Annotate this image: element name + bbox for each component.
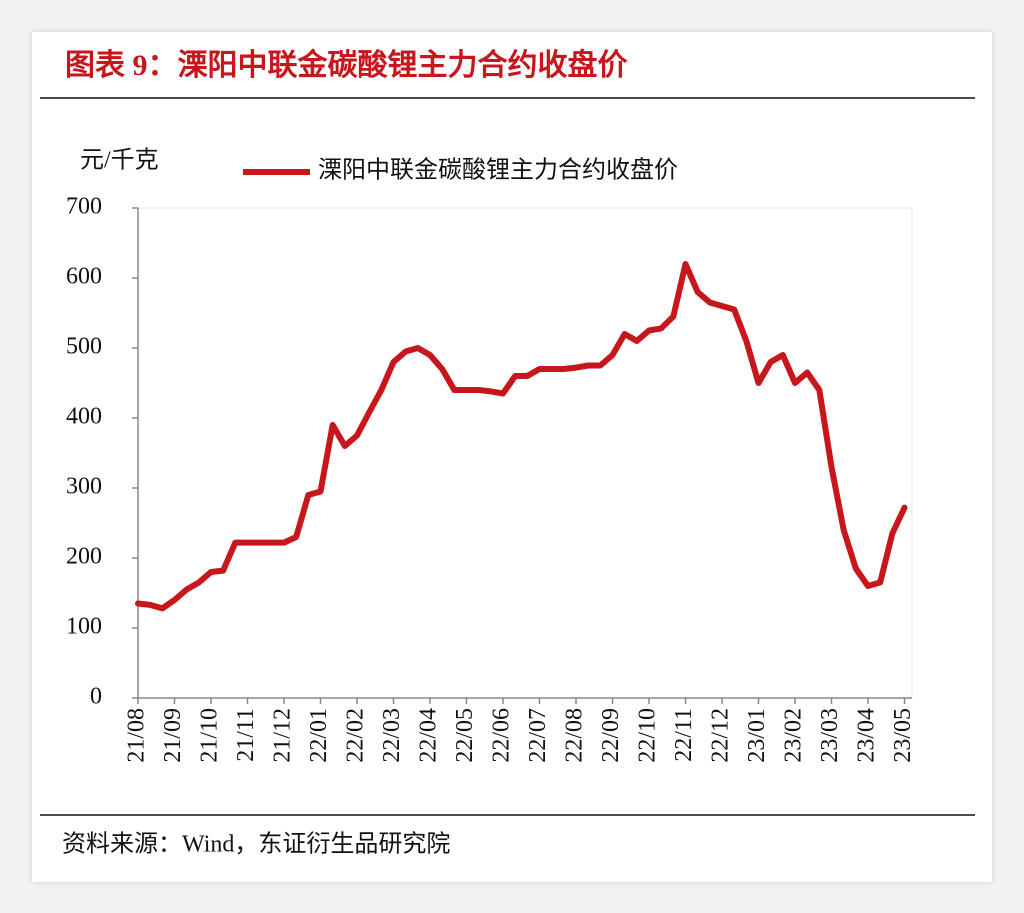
x-tick-label: 22/06 xyxy=(489,708,515,763)
legend-label: 溧阳中联金碳酸锂主力合约收盘价 xyxy=(318,157,678,184)
x-tick-label: 23/04 xyxy=(854,708,880,763)
y-tick-label: 700 xyxy=(66,194,102,220)
y-axis-label: 元/千克 xyxy=(80,147,159,174)
x-tick-label: 23/03 xyxy=(817,708,843,763)
x-tick-label: 22/07 xyxy=(525,708,551,763)
chart-title: 图表 9：溧阳中联金碳酸锂主力合约收盘价 xyxy=(65,48,628,82)
x-tick-label: 21/09 xyxy=(160,708,186,763)
data-line xyxy=(135,261,908,612)
plot-frame xyxy=(137,207,913,699)
x-tick-label: 23/05 xyxy=(890,708,916,763)
x-tick-label: 22/08 xyxy=(562,708,588,763)
y-tick-label: 0 xyxy=(90,684,102,710)
x-tick-label: 22/05 xyxy=(452,708,478,763)
x-tick-label: 21/08 xyxy=(124,708,150,763)
x-tick-label: 21/12 xyxy=(270,708,296,763)
x-tick-label: 22/11 xyxy=(671,708,697,762)
x-tick-label: 22/12 xyxy=(708,708,734,763)
x-tick-label: 22/01 xyxy=(306,708,332,763)
x-tick-label: 21/11 xyxy=(233,708,259,762)
y-tick-label: 100 xyxy=(66,614,102,640)
y-tick-label: 200 xyxy=(66,544,102,570)
x-tick-label: 23/02 xyxy=(781,708,807,763)
y-tick-label: 500 xyxy=(66,334,102,360)
source-note: 资料来源：Wind，东证衍生品研究院 xyxy=(62,831,450,858)
x-tick-label: 21/10 xyxy=(197,708,223,763)
x-tick-label: 23/01 xyxy=(744,708,770,763)
x-tick-label: 22/04 xyxy=(416,708,442,763)
y-tick-label: 300 xyxy=(66,474,102,500)
x-tick-label: 22/09 xyxy=(598,708,624,763)
y-tick-label: 600 xyxy=(66,264,102,290)
x-tick-label: 22/02 xyxy=(343,708,369,763)
x-tick-label: 22/10 xyxy=(635,708,661,763)
y-tick-label: 400 xyxy=(66,404,102,430)
x-tick-label: 22/03 xyxy=(379,708,405,763)
